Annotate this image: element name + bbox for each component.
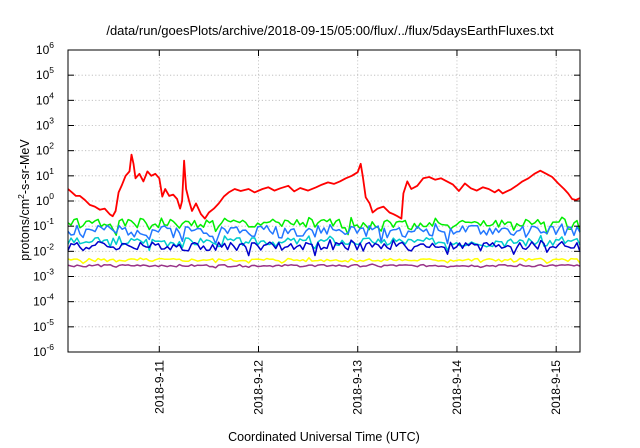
y-tick-exponent: -6 — [46, 342, 54, 352]
y-tick-base: 10 — [33, 219, 47, 233]
y-tick-exponent: 0 — [49, 191, 54, 201]
y-tick-base: 10 — [36, 194, 50, 208]
grid-lines — [68, 50, 580, 352]
y-axis-label-suffix: -s-sr-MeV — [18, 139, 32, 195]
y-tick-base: 10 — [36, 144, 50, 158]
y-axis-label-sup: 2 — [16, 194, 26, 199]
series-line-2 — [67, 222, 581, 245]
y-tick-label: 10-4 — [33, 292, 54, 309]
y-axis-label-prefix: protons/cm — [18, 199, 32, 261]
y-tick-exponent: -5 — [46, 317, 54, 327]
y-tick-exponent: -3 — [46, 267, 54, 277]
series-line-1 — [67, 216, 581, 236]
series-lines — [67, 153, 581, 269]
y-axis-label: protons/cm2-s-sr-MeV — [16, 139, 32, 261]
x-tick-label: 2018-9-11 — [152, 360, 166, 414]
x-tick-label: 2018-9-12 — [252, 360, 266, 415]
y-tick-exponent: 3 — [49, 116, 54, 126]
y-tick-base: 10 — [36, 169, 50, 183]
y-tick-exponent: -4 — [46, 292, 54, 302]
y-tick-base: 10 — [36, 119, 50, 133]
y-tick-label: 10-1 — [33, 216, 54, 233]
y-tick-exponent: -1 — [46, 216, 54, 226]
y-tick-label: 106 — [36, 40, 54, 57]
y-tick-label: 10-2 — [33, 241, 54, 258]
y-tick-label: 10-3 — [33, 267, 54, 284]
x-tick-label: 2018-9-14 — [450, 360, 464, 415]
y-tick-base: 10 — [33, 270, 47, 284]
y-tick-label: 10-5 — [33, 317, 54, 334]
y-tick-label: 103 — [36, 116, 54, 133]
y-tick-base: 10 — [33, 345, 47, 359]
y-tick-label: 100 — [36, 191, 54, 208]
x-tick-label: 2018-9-13 — [351, 360, 365, 415]
y-tick-base: 10 — [36, 68, 50, 82]
series-line-5 — [67, 257, 581, 265]
y-tick-label: 104 — [36, 90, 54, 107]
series-line-4 — [67, 239, 581, 257]
y-tick-base: 10 — [33, 244, 47, 258]
y-tick-base: 10 — [36, 43, 50, 57]
x-tick-label: 2018-9-15 — [549, 360, 563, 415]
y-tick-label: 105 — [36, 65, 54, 82]
y-tick-label: 101 — [36, 166, 54, 183]
y-tick-base: 10 — [33, 295, 47, 309]
y-tick-exponent: 1 — [49, 166, 54, 176]
y-tick-base: 10 — [36, 93, 50, 107]
y-tick-exponent: 5 — [49, 65, 54, 75]
y-tick-exponent: 2 — [49, 141, 54, 151]
y-tick-exponent: -2 — [46, 241, 54, 251]
y-tick-exponent: 4 — [49, 90, 54, 100]
x-axis-label: Coordinated Universal Time (UTC) — [228, 430, 420, 444]
series-line-3 — [67, 234, 581, 252]
y-tick-base: 10 — [33, 320, 47, 334]
y-axis-ticks: 10-610-510-410-310-210-11001011021031041… — [33, 40, 580, 359]
y-tick-label: 10-6 — [33, 342, 54, 359]
series-line-0 — [67, 153, 581, 220]
x-axis-ticks: 2018-9-11 2018-9-12 2018-9-13 2018-9-14 2018… — [152, 50, 563, 415]
y-tick-label: 102 — [36, 141, 54, 158]
y-tick-exponent: 6 — [49, 40, 54, 50]
series-line-6 — [67, 263, 581, 269]
chart-title: /data/run/goesPlots/archive/2018-09-15/0… — [106, 23, 554, 38]
